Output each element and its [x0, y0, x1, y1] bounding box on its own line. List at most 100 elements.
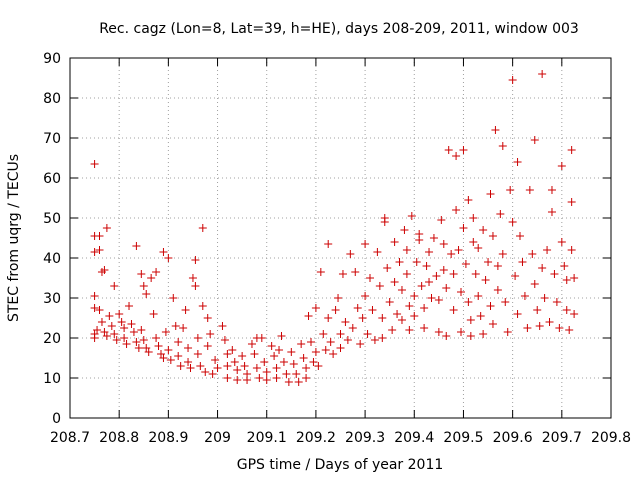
data-point: [144, 348, 153, 356]
data-point: [272, 364, 281, 372]
data-point: [535, 322, 544, 330]
data-point: [334, 294, 343, 302]
data-point: [230, 358, 239, 366]
data-point: [191, 282, 200, 290]
data-point: [459, 224, 468, 232]
data-point: [257, 334, 266, 342]
y-tick-label: 60: [43, 171, 61, 187]
data-point: [193, 334, 202, 342]
data-point: [562, 306, 571, 314]
data-point: [110, 330, 119, 338]
data-point: [479, 330, 488, 338]
data-point: [511, 272, 520, 280]
y-tick-label: 50: [43, 211, 61, 227]
x-tick-label: 209.3: [345, 430, 385, 446]
data-point: [270, 352, 279, 360]
data-point: [380, 218, 389, 226]
data-point: [198, 224, 207, 232]
data-point: [449, 270, 458, 278]
data-point: [329, 350, 338, 358]
x-tick-labels: 208.7 208.8 208.9 209 209.1 209.2 209.3 209.4 20…: [50, 430, 631, 446]
x-tick-label: 209.1: [247, 430, 287, 446]
data-point: [186, 364, 195, 372]
data-point: [132, 242, 141, 250]
data-point: [449, 306, 458, 314]
data-point: [508, 218, 517, 226]
data-point: [105, 312, 114, 320]
data-point: [516, 232, 525, 240]
data-point: [456, 288, 465, 296]
data-point: [565, 326, 574, 334]
data-point: [464, 196, 473, 204]
data-point: [129, 328, 138, 336]
data-point: [378, 314, 387, 322]
data-point: [498, 142, 507, 150]
y-tick-label: 20: [43, 331, 61, 347]
data-point: [181, 306, 190, 314]
data-point: [203, 314, 212, 322]
data-point: [420, 324, 429, 332]
x-tick-label: 209.4: [394, 430, 434, 446]
data-point: [277, 332, 286, 340]
data-point: [243, 376, 252, 384]
data-point: [294, 378, 303, 386]
data-point: [351, 268, 360, 276]
data-point: [496, 210, 505, 218]
data-point: [282, 370, 291, 378]
data-point: [184, 358, 193, 366]
plot-frame: [69, 57, 612, 419]
data-point: [390, 238, 399, 246]
data-point: [530, 280, 539, 288]
data-point: [164, 346, 173, 354]
x-axis-label: GPS time / Days of year 2011: [237, 457, 444, 473]
data-point: [137, 270, 146, 278]
data-point: [137, 326, 146, 334]
y-tick-label: 30: [43, 291, 61, 307]
data-point: [454, 246, 463, 254]
data-point: [260, 358, 269, 366]
data-point: [97, 318, 106, 326]
data-point: [567, 198, 576, 206]
data-point: [547, 186, 556, 194]
data-point: [469, 238, 478, 246]
data-point: [115, 310, 124, 318]
data-point: [120, 334, 129, 342]
data-point: [412, 258, 421, 266]
x-tick-label: 209.8: [591, 430, 631, 446]
data-point: [262, 368, 271, 376]
data-point: [442, 284, 451, 292]
data-point: [501, 298, 510, 306]
data-point: [139, 282, 148, 290]
data-point: [311, 348, 320, 356]
y-axis-label: STEC from uqrg / TECUs: [6, 154, 22, 322]
data-point: [506, 186, 515, 194]
data-point: [370, 336, 379, 344]
data-point: [400, 226, 409, 234]
data-point: [530, 136, 539, 144]
data-point: [493, 262, 502, 270]
data-point: [550, 270, 559, 278]
x-tick-label: 209.6: [493, 430, 533, 446]
data-point: [557, 162, 566, 170]
data-point: [402, 246, 411, 254]
data-point: [102, 224, 111, 232]
data-point: [314, 362, 323, 370]
data-point: [493, 286, 502, 294]
data-point: [422, 262, 431, 270]
data-point: [174, 352, 183, 360]
data-point: [567, 246, 576, 254]
data-point: [95, 232, 104, 240]
data-point: [356, 340, 365, 348]
data-point: [547, 208, 556, 216]
data-point: [161, 328, 170, 336]
data-point: [316, 268, 325, 276]
data-point: [324, 240, 333, 248]
data-point: [432, 272, 441, 280]
data-point: [132, 338, 141, 346]
data-point: [100, 266, 109, 274]
data-point: [481, 276, 490, 284]
data-point: [304, 312, 313, 320]
data-point: [90, 304, 99, 312]
data-point: [570, 274, 579, 282]
